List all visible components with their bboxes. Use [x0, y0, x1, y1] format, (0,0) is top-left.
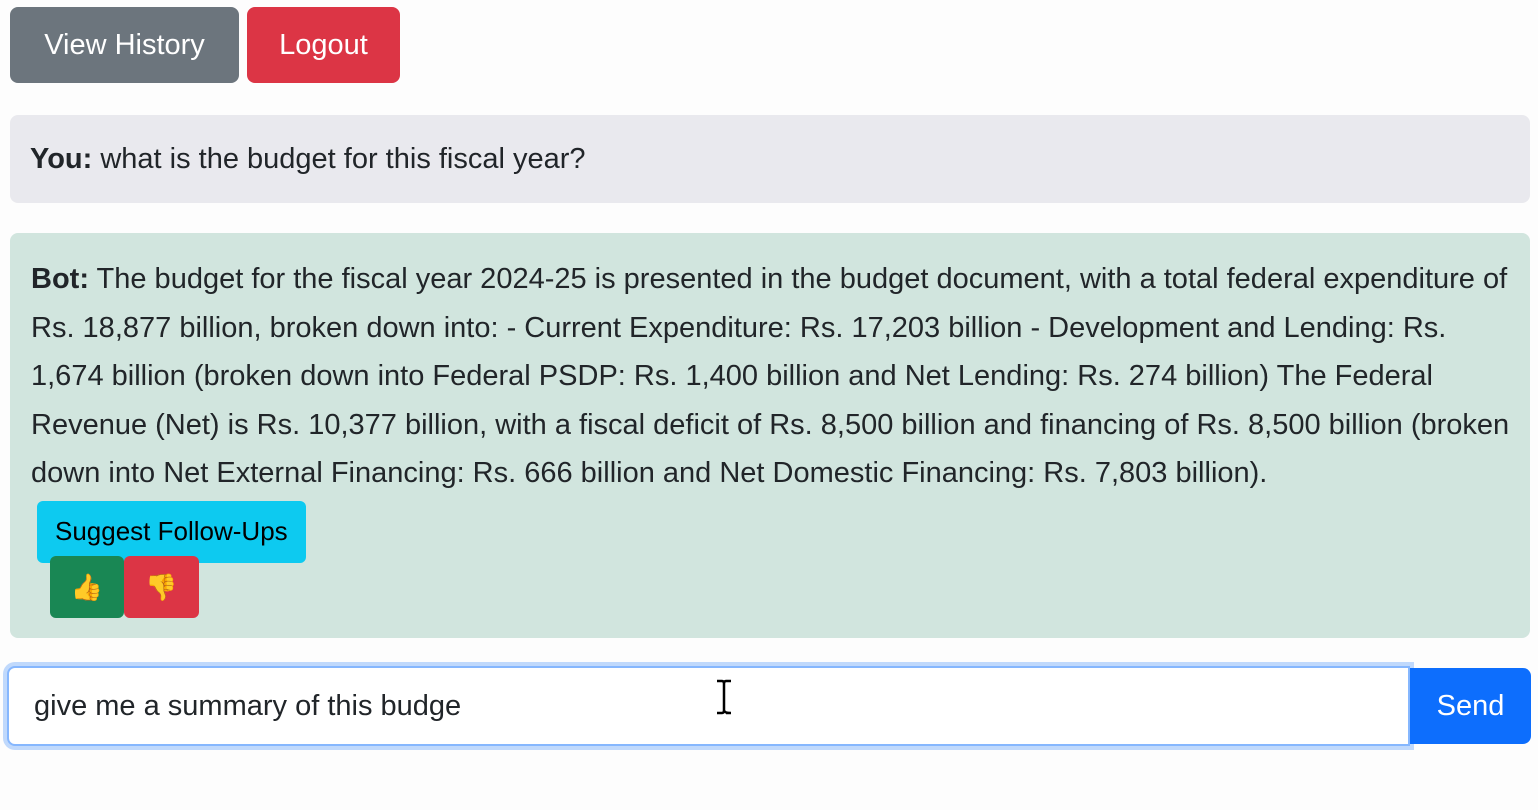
bot-message-text: The budget for the fiscal year 2024-25 i… — [31, 263, 1510, 489]
user-message: You: what is the budget for this fiscal … — [10, 115, 1530, 203]
logout-button[interactable]: Logout — [247, 7, 400, 83]
thumbs-down-button[interactable]: 👎 — [124, 556, 199, 618]
message-composer: Send — [7, 666, 1531, 746]
user-sender-label: You: — [30, 143, 93, 175]
thumbs-up-button[interactable]: 👍 — [50, 556, 124, 618]
text-cursor-icon — [717, 679, 732, 715]
thumbs-up-icon: 👍 — [70, 571, 104, 602]
suggest-follow-ups-button[interactable]: Suggest Follow-Ups — [37, 500, 306, 563]
feedback-buttons: 👍 👎 — [50, 556, 199, 618]
top-toolbar: View History Logout — [10, 7, 400, 83]
bot-message: Bot: The budget for the fiscal year 2024… — [10, 233, 1530, 638]
view-history-button[interactable]: View History — [10, 7, 239, 83]
thumbs-down-icon: 👎 — [145, 571, 178, 602]
bot-sender-label: Bot: — [31, 263, 89, 295]
send-button[interactable]: Send — [1410, 668, 1531, 744]
message-input[interactable] — [7, 666, 1410, 746]
user-message-text: what is the budget for this fiscal year? — [100, 143, 586, 175]
